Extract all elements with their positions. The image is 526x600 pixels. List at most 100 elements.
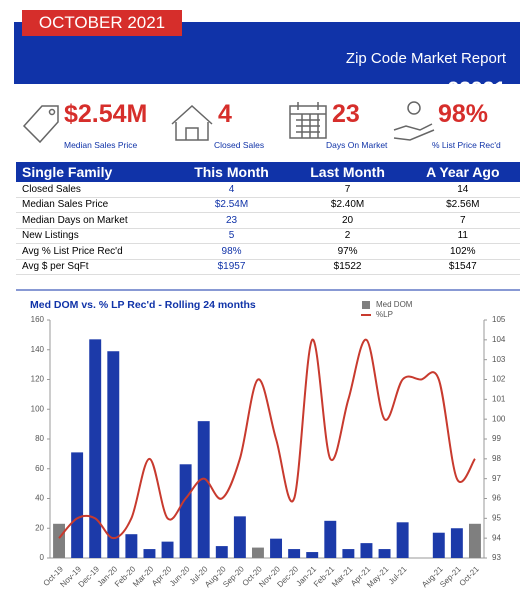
table-cell: 5 [173, 228, 290, 244]
y-tick-label: 160 [31, 315, 45, 324]
bar [179, 464, 192, 558]
bar [161, 541, 174, 558]
stats-table: Single Family This Month Last Month A Year … [16, 162, 520, 275]
bar [396, 522, 409, 558]
table-cell: 23 [173, 212, 290, 229]
bar [107, 351, 120, 558]
chart: Med DOM vs. % LP Rec'd - Rolling 24 mont… [16, 289, 520, 590]
bar [288, 549, 301, 558]
stat-label: Days On Market [326, 135, 387, 153]
table-row: Closed Sales 4 7 14 [16, 182, 520, 198]
table-cell: Median Sales Price [16, 197, 174, 213]
x-tick-label: Mar-21 [330, 564, 355, 589]
table-cell: $2.56M [405, 197, 520, 213]
table-cell: $2.40M [289, 197, 406, 213]
bar [215, 546, 228, 558]
table-cell: 102% [405, 243, 520, 260]
legend-swatch [362, 301, 370, 309]
stat: 4 [218, 100, 232, 129]
bar [378, 549, 391, 558]
stat-icons [22, 101, 435, 144]
y2-tick-label: 98 [492, 454, 501, 463]
bar [306, 552, 319, 558]
stat-value: 23 [332, 100, 360, 128]
y2-tick-label: 97 [492, 474, 501, 483]
table-row: Avg $ per SqFt $1957 $1522 $1547 [16, 259, 520, 275]
x-tick-label: Jun-20 [168, 564, 192, 588]
y-tick-label: 20 [35, 523, 44, 532]
legend-label: %LP [376, 310, 393, 319]
stat-label-text: Median Sales Price [64, 140, 138, 150]
x-tick-label: Oct-21 [458, 564, 482, 588]
column-header: Last Month [289, 162, 406, 182]
y-tick-label: 0 [40, 553, 45, 562]
bar [468, 523, 481, 558]
stat-label: Closed Sales [214, 135, 264, 153]
table-row: Median Sales Price $2.54M $2.40M $2.56M [16, 197, 520, 213]
bar [270, 538, 283, 558]
stat-value: $2.54M [64, 100, 148, 128]
stat: $2.54M [64, 100, 147, 129]
bar [450, 528, 463, 558]
table-cell: 97% [289, 243, 406, 260]
y2-tick-label: 103 [492, 355, 506, 364]
table-header: Single Family This Month Last Month A Year … [16, 162, 520, 182]
table-cell: 7 [405, 212, 520, 229]
stat: 98% [438, 100, 488, 129]
bar [125, 534, 138, 558]
bar [143, 549, 156, 558]
bar [432, 532, 445, 558]
bar [233, 516, 246, 558]
x-tick-label: Jul-21 [387, 564, 409, 586]
y2-tick-label: 96 [492, 494, 501, 503]
x-tick-label: Sep-20 [221, 564, 246, 589]
y-tick-label: 140 [31, 345, 45, 354]
bar [251, 547, 264, 558]
bar [71, 452, 84, 558]
y2-tick-label: 104 [492, 335, 506, 344]
y2-tick-label: 105 [492, 315, 506, 324]
table-cell: $1547 [405, 259, 520, 275]
column-header: Single Family [16, 162, 174, 182]
y-tick-label: 60 [35, 464, 44, 473]
bar [53, 523, 66, 558]
stat-label-text: Closed Sales [214, 140, 265, 150]
table-cell: Avg % List Price Rec'd [16, 243, 174, 260]
bar [342, 549, 355, 558]
y2-tick-label: 95 [492, 513, 501, 522]
stat-label-text: Days On Market [326, 140, 388, 150]
table-cell: 11 [405, 228, 520, 244]
column-header: A Year Ago [405, 162, 520, 182]
bar [89, 339, 102, 558]
stat-value: 4 [218, 100, 232, 128]
table-cell: $1522 [289, 259, 406, 275]
x-tick-label: Mar-20 [131, 564, 156, 589]
bar [197, 421, 210, 558]
y-tick-label: 80 [35, 434, 44, 443]
y2-tick-label: 93 [492, 553, 501, 562]
table-cell: New Listings [16, 228, 174, 244]
y2-tick-label: 99 [492, 434, 501, 443]
stat-value: 98% [438, 100, 489, 128]
stat-label: % List Price Rec'd [432, 135, 501, 153]
y2-tick-label: 101 [492, 394, 506, 403]
bar [360, 543, 373, 558]
y2-tick-label: 102 [492, 375, 506, 384]
table-row: Median Days on Market 23 20 7 [16, 212, 520, 229]
report-title: Zip Code Market Report [345, 50, 506, 67]
y2-tick-label: 94 [492, 533, 501, 542]
y2-tick-label: 100 [492, 414, 506, 423]
stat-label-text: % List Price Rec'd [432, 140, 501, 150]
month-tab: OCTOBER 2021 [22, 10, 182, 36]
y-tick-label: 120 [31, 375, 45, 384]
table-cell: Closed Sales [16, 182, 174, 198]
table-cell: Avg $ per SqFt [16, 259, 174, 275]
legend-label: Med DOM [376, 300, 413, 309]
table-cell: 14 [405, 182, 520, 198]
y-tick-label: 40 [35, 494, 44, 503]
table-cell: $1957 [173, 259, 290, 275]
stat-label: Median Sales Price [64, 135, 137, 153]
column-header: This Month [173, 162, 290, 182]
line [58, 338, 476, 540]
